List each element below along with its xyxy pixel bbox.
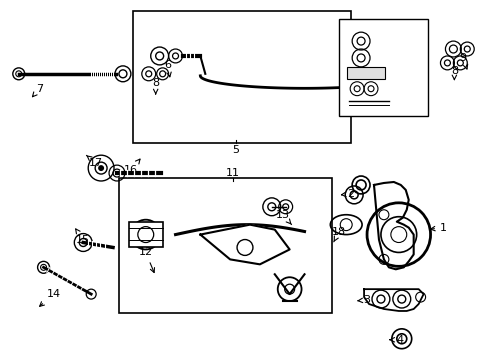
Text: 15: 15 [76, 229, 90, 244]
Text: 5: 5 [232, 145, 239, 155]
Text: 8: 8 [450, 66, 457, 80]
Text: 17: 17 [86, 156, 103, 168]
Text: 9: 9 [459, 53, 467, 69]
Circle shape [98, 165, 104, 171]
Text: 4: 4 [389, 335, 403, 345]
Text: 6: 6 [164, 60, 171, 77]
Text: 1: 1 [430, 222, 446, 233]
Bar [133, 11, 350, 143]
Text: 7: 7 [32, 84, 43, 97]
Bar [119, 178, 332, 313]
Text: 11: 11 [225, 168, 240, 178]
Text: 14: 14 [40, 289, 61, 306]
Text: 3: 3 [357, 295, 370, 305]
Text: 8: 8 [152, 78, 159, 94]
Text: 18: 18 [331, 226, 346, 242]
Text: 2: 2 [341, 189, 354, 199]
Text: 13: 13 [275, 210, 291, 225]
Text: 16: 16 [123, 159, 140, 175]
Bar [346, 67, 384, 79]
Text: 12: 12 [139, 247, 154, 273]
Bar [339, 19, 427, 116]
Bar [129, 222, 163, 247]
Polygon shape [200, 225, 289, 264]
Bar [131, 220, 161, 249]
Polygon shape [364, 289, 423, 311]
Text: 10: 10 [375, 23, 389, 33]
